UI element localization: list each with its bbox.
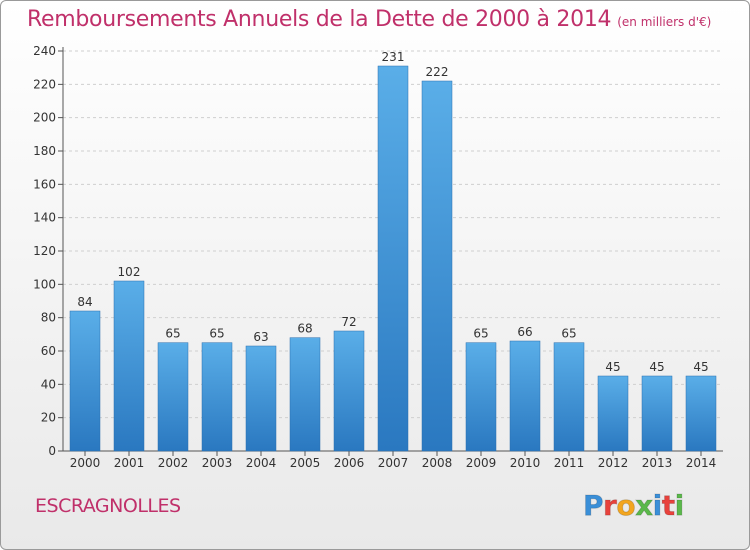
data-label-2005: 68 bbox=[297, 322, 312, 336]
logo-letter: x bbox=[635, 489, 654, 523]
bar-2003 bbox=[201, 342, 233, 452]
data-label-2008: 222 bbox=[426, 65, 449, 79]
bar-2010 bbox=[509, 340, 541, 452]
y-tick-label: 20 bbox=[41, 411, 56, 425]
data-label-2013: 45 bbox=[649, 360, 664, 374]
logo-letter: r bbox=[603, 489, 618, 523]
bar-2000 bbox=[69, 310, 101, 452]
logo-letter: i bbox=[674, 489, 685, 523]
data-label-2006: 72 bbox=[341, 315, 356, 329]
y-tick-label: 40 bbox=[41, 377, 56, 391]
data-label-2001: 102 bbox=[118, 265, 141, 279]
x-tick-label-2011: 2011 bbox=[554, 456, 585, 470]
chart-title-text: Remboursements Annuels de la Dette de 20… bbox=[27, 7, 612, 32]
bar-2007 bbox=[377, 65, 409, 452]
bar-2001 bbox=[113, 280, 145, 452]
logo-letter: i bbox=[652, 489, 663, 523]
x-tick-label-2005: 2005 bbox=[290, 456, 321, 470]
logo-letter: P bbox=[582, 489, 604, 523]
data-label-2000: 84 bbox=[77, 295, 92, 309]
data-label-2004: 63 bbox=[253, 330, 268, 344]
bars bbox=[69, 65, 717, 452]
logo-letter: o bbox=[616, 489, 636, 523]
x-tick-label-2007: 2007 bbox=[378, 456, 409, 470]
x-tick-label-2010: 2010 bbox=[510, 456, 541, 470]
chart-title: Remboursements Annuels de la Dette de 20… bbox=[27, 7, 711, 32]
data-label-2009: 65 bbox=[473, 327, 488, 341]
x-tick-labels: 2000 2001 2002 2003 2004 2005 2006 2007 2008 2009… bbox=[70, 456, 717, 470]
proxiti-logo: Proxiti bbox=[582, 489, 685, 523]
y-tick-labels: 0 20 40 60 80 100 120 140 160 180 200 220 240 bbox=[33, 44, 56, 458]
bar-2012 bbox=[597, 375, 629, 452]
data-label-2002: 65 bbox=[165, 327, 180, 341]
data-labels: 84 102 65 65 63 68 72 231 222 65 66 65 45 45 45 bbox=[77, 50, 708, 374]
bar-2006 bbox=[333, 330, 365, 452]
bar-2011 bbox=[553, 342, 585, 452]
y-tick-label: 60 bbox=[41, 344, 56, 358]
x-tick-label-2000: 2000 bbox=[70, 456, 101, 470]
y-tick-label: 180 bbox=[33, 144, 56, 158]
y-tick-label: 80 bbox=[41, 311, 56, 325]
x-tick-label-2009: 2009 bbox=[466, 456, 497, 470]
chart-unit-note: (en milliers d'€) bbox=[617, 15, 712, 29]
y-tick-label: 160 bbox=[33, 177, 56, 191]
bar-2002 bbox=[157, 342, 189, 452]
bar-2014 bbox=[685, 375, 717, 452]
y-tick-label: 140 bbox=[33, 211, 56, 225]
data-label-2014: 45 bbox=[693, 360, 708, 374]
data-label-2010: 66 bbox=[517, 325, 532, 339]
bar-2004 bbox=[245, 345, 277, 452]
bar-2013 bbox=[641, 375, 673, 452]
data-label-2011: 65 bbox=[561, 327, 576, 341]
x-tick-label-2003: 2003 bbox=[202, 456, 233, 470]
commune-name: ESCRAGNOLLES bbox=[35, 495, 181, 517]
bar-2005 bbox=[289, 337, 321, 452]
y-tick-label: 0 bbox=[48, 444, 56, 458]
logo-letter: t bbox=[661, 489, 675, 523]
x-tick-label-2008: 2008 bbox=[422, 456, 453, 470]
bar-2009 bbox=[465, 342, 497, 452]
bar-2008 bbox=[421, 80, 453, 452]
data-label-2003: 65 bbox=[209, 327, 224, 341]
x-tick-label-2004: 2004 bbox=[246, 456, 277, 470]
x-tick-label-2002: 2002 bbox=[158, 456, 189, 470]
x-tick-label-2013: 2013 bbox=[642, 456, 673, 470]
x-tick-label-2014: 2014 bbox=[686, 456, 717, 470]
data-label-2007: 231 bbox=[382, 50, 405, 64]
y-tick-label: 200 bbox=[33, 111, 56, 125]
y-tick-label: 100 bbox=[33, 277, 56, 291]
y-tick-label: 220 bbox=[33, 77, 56, 91]
y-tick-label: 120 bbox=[33, 244, 56, 258]
x-tick-label-2006: 2006 bbox=[334, 456, 365, 470]
y-tick-label: 240 bbox=[33, 44, 56, 58]
x-tick-label-2012: 2012 bbox=[598, 456, 629, 470]
data-label-2012: 45 bbox=[605, 360, 620, 374]
x-tick-label-2001: 2001 bbox=[114, 456, 145, 470]
